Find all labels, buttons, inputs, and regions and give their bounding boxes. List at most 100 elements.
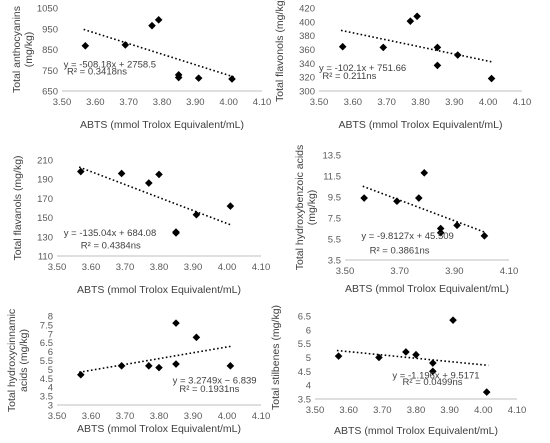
data-point: [480, 232, 489, 240]
data-point: [154, 16, 163, 24]
y-tick-label: 150: [37, 213, 53, 224]
r-squared-label: R² = 0.1931ns: [179, 384, 239, 395]
x-tick-label: 3.70: [116, 411, 135, 422]
y-tick-label: 400: [299, 17, 315, 28]
x-tick-label: 3.60: [82, 262, 101, 273]
r-squared-label: R² = 0.211ns: [322, 71, 376, 82]
y-tick-label: 9.5: [328, 193, 341, 204]
y-tick-label: 210: [37, 156, 53, 167]
data-point: [155, 363, 163, 372]
data-point: [402, 348, 410, 356]
y-tick-label: 3.5: [298, 395, 311, 406]
y-tick-label: 320: [299, 73, 315, 84]
trendline-equation: y = -1.196x + 9.5171: [392, 370, 479, 381]
y-tick-label: 110: [38, 252, 53, 263]
data-point: [393, 197, 401, 205]
data-point: [482, 388, 491, 396]
x-tick-label: 4.10: [508, 405, 527, 416]
x-tick-label: 3.90: [445, 266, 464, 277]
trendline-equation: y = 3.2749x − 6.839: [173, 376, 257, 387]
data-point: [117, 362, 126, 370]
y-tick-label: 170: [37, 194, 53, 205]
x-tick-label: 3.80: [150, 411, 169, 422]
y-tick-label: 340: [299, 59, 315, 70]
data-point: [433, 61, 442, 70]
data-point: [172, 229, 180, 237]
trendline: [340, 29, 494, 63]
x-tick-label: 3.90: [445, 97, 464, 108]
x-axis-title: ABTS (mmol Trolox Equivalent/mL): [339, 119, 503, 131]
x-tick-label: 3.70: [116, 262, 135, 273]
x-tick-label: 3.50: [48, 262, 67, 273]
x-axis-title: ABTS (mmol Trolox Equivalent/mL): [345, 283, 509, 295]
x-tick-label: 3.90: [184, 262, 203, 273]
x-tick-label: 3.80: [153, 97, 172, 108]
y-axis-title: Total anthocyanins(mg/kg): [11, 6, 35, 93]
r-squared-label: R² = 0.3861ns: [370, 246, 430, 257]
data-point: [360, 194, 368, 202]
y-tick-label: 6.5: [298, 312, 311, 323]
x-tick-label: 3.70: [390, 266, 409, 277]
r-squared-label: R² = 0.3418ns: [67, 66, 127, 77]
x-tick-label: 3.50: [336, 266, 355, 277]
trendline: [78, 345, 233, 374]
y-tick-label: 4: [306, 381, 311, 392]
data-point: [174, 73, 183, 82]
y-axis-title: Total flavonols (mg/kg): [274, 0, 286, 102]
data-point: [379, 43, 388, 52]
x-tick-label: 3.60: [339, 405, 358, 416]
x-tick-label: 3.50: [48, 411, 67, 422]
x-tick-label: 4.10: [252, 411, 271, 422]
y-tick-label: 3.5: [40, 392, 53, 403]
x-tick-label: 4.10: [500, 266, 519, 277]
x-tick-label: 3.80: [150, 262, 169, 273]
y-tick-label: 950: [42, 24, 58, 35]
data-point: [81, 41, 90, 50]
y-tick-label: 6.5: [40, 338, 53, 349]
y-axis-title: Total flavanols (mg/kg): [12, 155, 24, 260]
x-tick-label: 3.70: [119, 97, 138, 108]
data-point: [145, 362, 153, 370]
x-tick-label: 4.00: [219, 97, 238, 108]
trendline-equation: y = -102.1x + 751.66: [319, 63, 406, 74]
data-point: [433, 43, 442, 52]
y-axis-title: Total hydroxybenzoic acids(mg/kg): [294, 145, 318, 270]
data-point: [334, 352, 343, 360]
chart-panel-5: 33.544.555.566.577.58 3.50 3.60 3.70 3.80 3.9…: [6, 309, 270, 435]
x-axis-title: ABTS (mmol Trolox Equivalent/mL): [77, 284, 241, 296]
x-tick-label: 3.50: [306, 405, 325, 416]
x-tick-label: 3.70: [373, 405, 392, 416]
data-point: [429, 359, 437, 367]
data-point: [449, 316, 457, 324]
x-axis-title: ABTS (mmol Trolox Equivalent/mL): [334, 425, 498, 437]
data-point: [436, 224, 445, 233]
y-tick-label: 7.5: [40, 320, 53, 331]
y-tick-label: 3: [48, 401, 53, 412]
data-point: [172, 360, 180, 368]
data-point: [194, 74, 203, 82]
x-tick-label: 3.50: [310, 97, 329, 108]
y-tick-label: 130: [37, 232, 53, 243]
trendline-equation: y = -508.18x + 2758.5: [64, 59, 156, 70]
data-point: [148, 21, 156, 30]
data-point: [226, 202, 235, 210]
data-point: [228, 75, 236, 83]
y-tick-label: 1050: [37, 4, 58, 15]
y-tick-label: 420: [299, 4, 315, 15]
x-tick-label: 4.00: [479, 97, 498, 108]
y-tick-label: 11.5: [323, 172, 341, 183]
y-tick-label: 4.5: [298, 367, 311, 378]
data-point: [226, 362, 235, 370]
y-tick-label: 4.5: [40, 374, 53, 385]
data-point: [338, 42, 347, 51]
data-point: [413, 12, 421, 21]
x-tick-label: 3.90: [184, 411, 203, 422]
data-point: [117, 169, 126, 178]
trendline-equation: y = -135.04x + 684.08: [64, 228, 156, 239]
y-tick-label: 380: [299, 31, 315, 42]
x-tick-label: 4.10: [253, 97, 272, 108]
y-tick-label: 4: [48, 383, 53, 394]
x-tick-label: 3.70: [377, 97, 396, 108]
y-tick-label: 3.5: [328, 256, 341, 267]
